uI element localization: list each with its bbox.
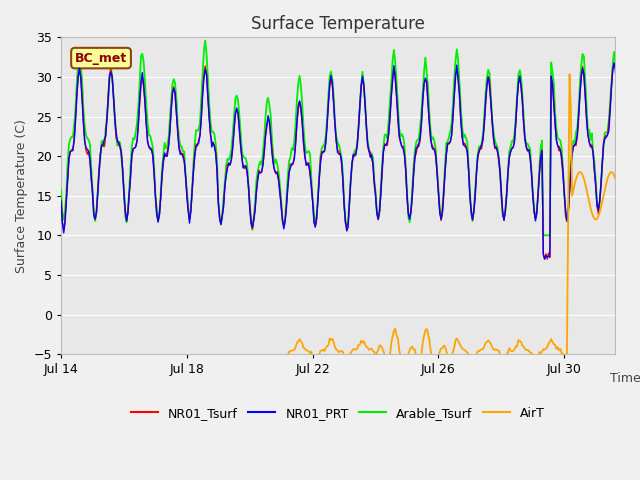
Text: BC_met: BC_met	[75, 51, 127, 65]
X-axis label: Time: Time	[611, 372, 640, 384]
Title: Surface Temperature: Surface Temperature	[251, 15, 425, 33]
Legend: NR01_Tsurf, NR01_PRT, Arable_Tsurf, AirT: NR01_Tsurf, NR01_PRT, Arable_Tsurf, AirT	[125, 402, 550, 424]
Y-axis label: Surface Temperature (C): Surface Temperature (C)	[15, 119, 28, 273]
